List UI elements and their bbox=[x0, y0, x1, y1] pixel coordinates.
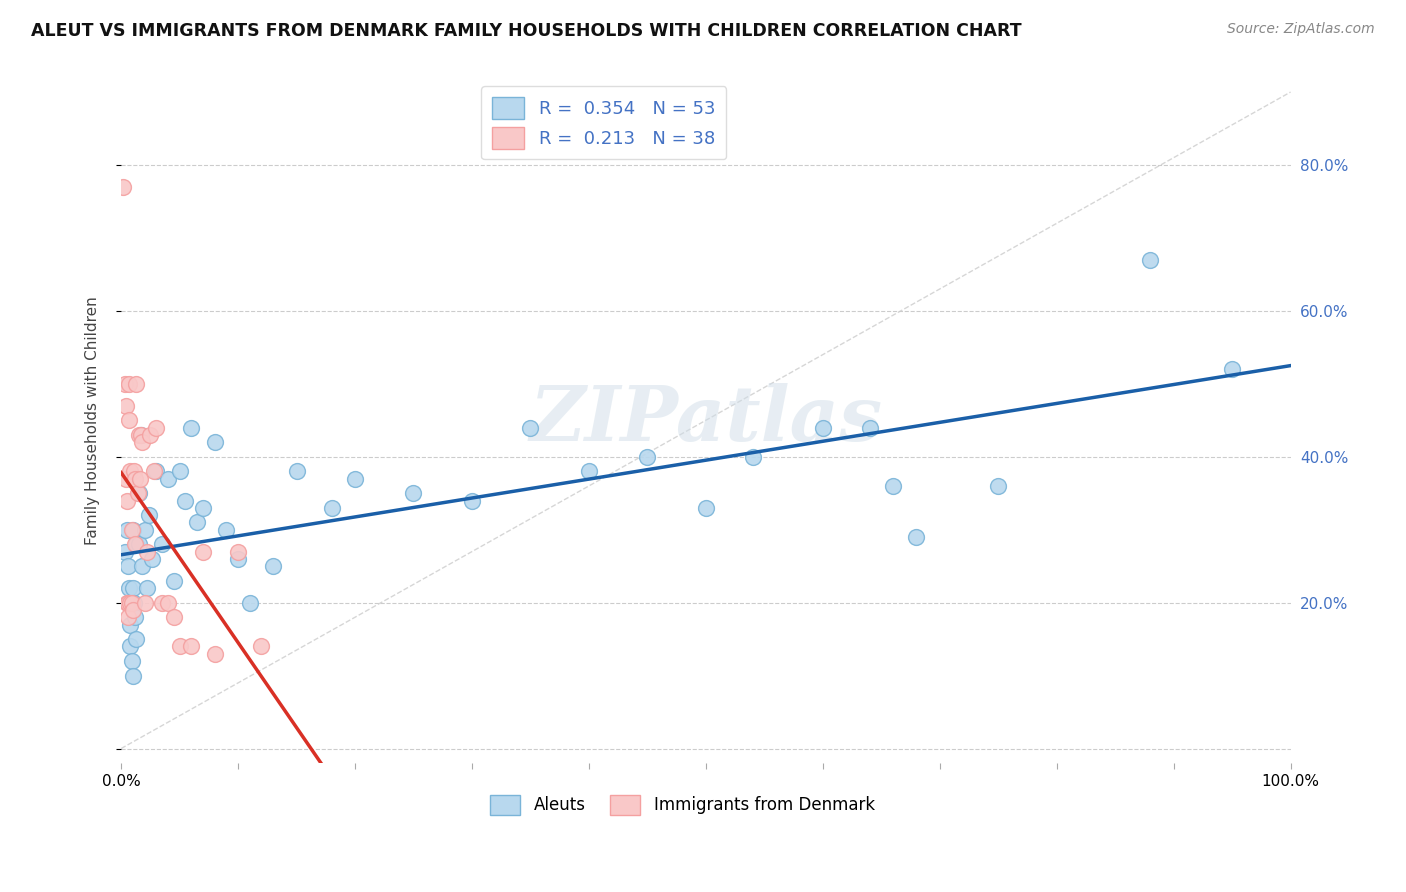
Point bbox=[118, 413, 141, 427]
Point bbox=[1139, 252, 1161, 267]
Point bbox=[114, 472, 136, 486]
Point bbox=[125, 537, 148, 551]
Point bbox=[121, 603, 143, 617]
Point bbox=[117, 610, 139, 624]
Point bbox=[112, 179, 135, 194]
Point bbox=[129, 428, 152, 442]
Point bbox=[134, 596, 156, 610]
Point bbox=[578, 464, 600, 478]
Point bbox=[163, 574, 186, 588]
Point bbox=[250, 640, 273, 654]
Point bbox=[124, 610, 146, 624]
Point bbox=[150, 537, 173, 551]
Point bbox=[128, 472, 150, 486]
Point bbox=[142, 464, 165, 478]
Point bbox=[191, 500, 214, 515]
Point bbox=[169, 464, 191, 478]
Point bbox=[127, 486, 149, 500]
Point bbox=[115, 523, 138, 537]
Point bbox=[156, 596, 179, 610]
Point bbox=[121, 581, 143, 595]
Point bbox=[811, 420, 834, 434]
Point bbox=[186, 516, 208, 530]
Point bbox=[115, 596, 138, 610]
Point bbox=[124, 472, 146, 486]
Point bbox=[156, 472, 179, 486]
Point bbox=[145, 420, 167, 434]
Y-axis label: Family Households with Children: Family Households with Children bbox=[86, 296, 100, 545]
Point bbox=[120, 617, 142, 632]
Point bbox=[226, 552, 249, 566]
Point bbox=[191, 544, 214, 558]
Point bbox=[131, 559, 153, 574]
Point bbox=[344, 472, 367, 486]
Point bbox=[115, 493, 138, 508]
Point bbox=[139, 428, 162, 442]
Point bbox=[117, 596, 139, 610]
Text: ZIPatlas: ZIPatlas bbox=[529, 384, 883, 458]
Point bbox=[402, 486, 425, 500]
Point bbox=[882, 479, 904, 493]
Point bbox=[125, 376, 148, 391]
Point bbox=[141, 552, 163, 566]
Point bbox=[262, 559, 284, 574]
Point bbox=[135, 581, 157, 595]
Point bbox=[858, 420, 880, 434]
Point bbox=[128, 428, 150, 442]
Point bbox=[121, 523, 143, 537]
Point bbox=[461, 493, 484, 508]
Point bbox=[118, 376, 141, 391]
Point bbox=[145, 464, 167, 478]
Point bbox=[174, 493, 197, 508]
Point bbox=[135, 544, 157, 558]
Text: ALEUT VS IMMIGRANTS FROM DENMARK FAMILY HOUSEHOLDS WITH CHILDREN CORRELATION CHA: ALEUT VS IMMIGRANTS FROM DENMARK FAMILY … bbox=[31, 22, 1022, 40]
Point bbox=[204, 647, 226, 661]
Point bbox=[519, 420, 541, 434]
Point bbox=[124, 537, 146, 551]
Legend: Aleuts, Immigrants from Denmark: Aleuts, Immigrants from Denmark bbox=[482, 787, 883, 823]
Point bbox=[163, 610, 186, 624]
Point bbox=[134, 523, 156, 537]
Point bbox=[129, 428, 152, 442]
Point bbox=[987, 479, 1010, 493]
Point bbox=[125, 632, 148, 647]
Point bbox=[285, 464, 308, 478]
Point bbox=[204, 435, 226, 450]
Point bbox=[114, 376, 136, 391]
Point bbox=[226, 544, 249, 558]
Point bbox=[636, 450, 658, 464]
Point bbox=[321, 500, 343, 515]
Point bbox=[114, 544, 136, 558]
Point bbox=[215, 523, 238, 537]
Point bbox=[695, 500, 717, 515]
Point bbox=[120, 596, 142, 610]
Point bbox=[121, 596, 143, 610]
Point bbox=[169, 640, 191, 654]
Text: Source: ZipAtlas.com: Source: ZipAtlas.com bbox=[1227, 22, 1375, 37]
Point bbox=[180, 420, 202, 434]
Point bbox=[121, 654, 143, 668]
Point bbox=[128, 486, 150, 500]
Point bbox=[180, 640, 202, 654]
Point bbox=[131, 435, 153, 450]
Point bbox=[120, 640, 142, 654]
Point bbox=[120, 464, 142, 478]
Point bbox=[741, 450, 763, 464]
Point bbox=[138, 508, 160, 522]
Point bbox=[239, 596, 262, 610]
Point bbox=[122, 464, 145, 478]
Point bbox=[121, 523, 143, 537]
Point bbox=[150, 596, 173, 610]
Point bbox=[114, 399, 136, 413]
Point bbox=[905, 530, 928, 544]
Point bbox=[1220, 362, 1243, 376]
Point bbox=[128, 537, 150, 551]
Point bbox=[121, 668, 143, 682]
Point bbox=[117, 559, 139, 574]
Point bbox=[122, 596, 145, 610]
Point bbox=[118, 581, 141, 595]
